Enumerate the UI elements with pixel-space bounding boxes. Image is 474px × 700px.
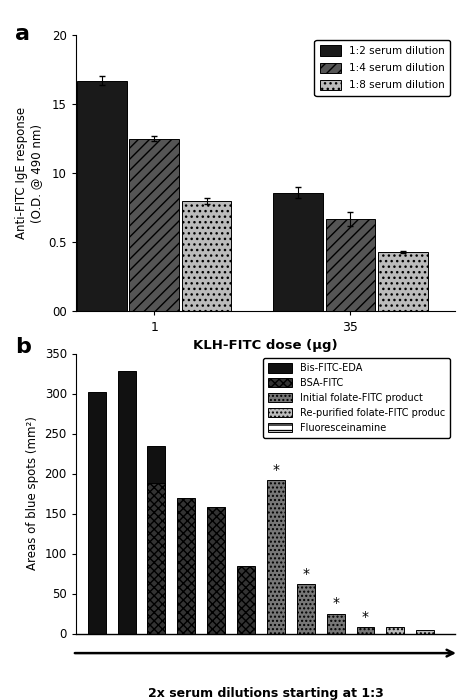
Bar: [386, 627, 404, 634]
Bar: [327, 613, 345, 634]
Y-axis label: Anti-FITC IgE response
(O.D. @ 490 nm): Anti-FITC IgE response (O.D. @ 490 nm): [15, 107, 43, 239]
Bar: [356, 627, 374, 634]
Bar: [378, 252, 428, 312]
Text: *: *: [362, 610, 369, 624]
Text: a: a: [15, 24, 30, 44]
Bar: [297, 584, 315, 634]
Bar: [267, 480, 285, 634]
Bar: [207, 507, 225, 634]
Bar: [182, 201, 231, 312]
Text: 2x serum dilutions starting at 1:3
(per test article): 2x serum dilutions starting at 1:3 (per …: [147, 687, 383, 700]
Bar: [118, 371, 136, 634]
Bar: [147, 445, 165, 634]
Text: *: *: [332, 596, 339, 610]
Bar: [147, 483, 165, 634]
X-axis label: KLH-FITC dose (μg): KLH-FITC dose (μg): [193, 339, 338, 352]
Bar: [207, 587, 225, 634]
Text: *: *: [273, 463, 279, 477]
Legend: 1:2 serum dilution, 1:4 serum dilution, 1:8 serum dilution: 1:2 serum dilution, 1:4 serum dilution, …: [314, 40, 450, 96]
Bar: [129, 139, 179, 312]
Text: *: *: [302, 567, 309, 581]
Bar: [416, 630, 434, 634]
Bar: [237, 566, 255, 634]
Bar: [77, 80, 127, 312]
Bar: [267, 590, 285, 634]
Text: b: b: [15, 337, 31, 357]
Y-axis label: Areas of blue spots (mm²): Areas of blue spots (mm²): [26, 416, 39, 570]
Bar: [273, 193, 323, 312]
Bar: [177, 498, 195, 634]
Bar: [177, 506, 195, 634]
Bar: [88, 392, 106, 634]
Bar: [326, 219, 375, 312]
Legend: Bis-FITC-EDA, BSA-FITC, Initial folate-FITC product, Re-purified folate-FITC pro: Bis-FITC-EDA, BSA-FITC, Initial folate-F…: [263, 358, 450, 438]
